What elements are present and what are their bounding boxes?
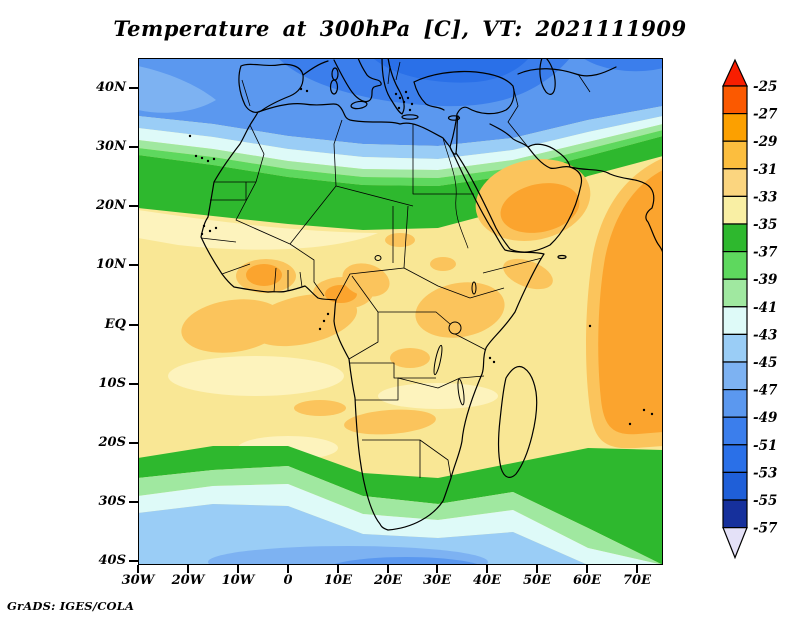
- colorbar-cell: [723, 196, 747, 224]
- colorbar-label: -51: [753, 438, 777, 454]
- y-axis-tick: [129, 324, 138, 326]
- colorbar-label: -47: [753, 383, 778, 399]
- y-axis-label: EQ: [88, 317, 126, 332]
- y-axis-tick: [129, 146, 138, 148]
- colorbar-cell: [723, 224, 747, 252]
- colorbar-cell: [723, 417, 747, 445]
- x-axis-tick: [237, 565, 239, 573]
- x-axis-label: 50E: [515, 573, 559, 588]
- colorbar-cell: [723, 445, 747, 473]
- y-axis-label: 10S: [88, 376, 126, 391]
- colorbar-cell: [723, 86, 747, 114]
- x-axis-tick: [636, 565, 638, 573]
- y-axis-tick: [129, 264, 138, 266]
- colorbar-label: -31: [753, 162, 777, 178]
- x-axis-label: 60E: [565, 573, 609, 588]
- y-axis-tick: [129, 442, 138, 444]
- temperature-field: [138, 58, 663, 565]
- x-axis-label: 10E: [316, 573, 360, 588]
- colorbar-cell: [723, 390, 747, 418]
- colorbar-label: -35: [753, 217, 777, 233]
- x-axis-tick: [187, 565, 189, 573]
- x-axis-tick: [287, 565, 289, 573]
- colorbar-label: -41: [753, 300, 777, 316]
- colorbar-cell: [723, 362, 747, 390]
- plot-title: Temperature at 300hPa [C], VT: 202111190…: [0, 16, 800, 41]
- colorbar-label: -43: [753, 327, 777, 343]
- colorbar-cell: [723, 141, 747, 169]
- colorbar-arrow-bottom: [723, 528, 747, 558]
- colorbar-cell: [723, 500, 747, 528]
- colorbar-cell: [723, 334, 747, 362]
- credit-text: GrADS: IGES/COLA: [7, 599, 134, 613]
- y-axis-label: 40S: [88, 553, 126, 568]
- y-axis-tick: [129, 501, 138, 503]
- grads-plot: Temperature at 300hPa [C], VT: 202111190…: [0, 0, 800, 618]
- x-axis-label: 20W: [166, 573, 210, 588]
- colorbar-label: -49: [753, 410, 778, 426]
- y-axis-label: 30S: [88, 494, 126, 509]
- colorbar-label: -45: [753, 355, 777, 371]
- y-axis-label: 20N: [88, 198, 126, 213]
- colorbar-label: -33: [753, 189, 777, 205]
- x-axis-tick: [436, 565, 438, 573]
- colorbar-cell: [723, 114, 747, 142]
- colorbar-label: -39: [753, 272, 778, 288]
- x-axis-tick: [337, 565, 339, 573]
- x-axis-label: 30E: [415, 573, 459, 588]
- colorbar-label: -27: [753, 107, 778, 123]
- y-axis-label: 40N: [88, 80, 126, 95]
- y-axis-label: 10N: [88, 257, 126, 272]
- colorbar-cell: [723, 279, 747, 307]
- map-canvas: [138, 58, 663, 565]
- colorbar-label: -25: [753, 79, 777, 95]
- colorbar-cell: [723, 307, 747, 335]
- colorbar-cell: [723, 169, 747, 197]
- x-axis-label: 10W: [216, 573, 260, 588]
- x-axis-label: 0: [266, 573, 310, 588]
- x-axis-label: 20E: [366, 573, 410, 588]
- colorbar-arrow-top: [723, 60, 747, 86]
- x-axis-tick: [536, 565, 538, 573]
- colorbar-cell: [723, 472, 747, 500]
- colorbar-label: -57: [753, 521, 778, 537]
- colorbar-cell: [723, 252, 747, 280]
- x-axis-label: 30W: [116, 573, 160, 588]
- y-axis-label: 20S: [88, 435, 126, 450]
- colorbar-label: -29: [753, 134, 778, 150]
- y-axis-tick: [129, 383, 138, 385]
- colorbar-label: -37: [753, 245, 778, 261]
- colorbar: -25 -27 -29 -31 -33 -35 -37 -39 -41 -43 -45 -47 -49 -…: [710, 52, 800, 592]
- y-axis-label: 30N: [88, 139, 126, 154]
- x-axis-label: 40E: [465, 573, 509, 588]
- x-axis-tick: [486, 565, 488, 573]
- y-axis-tick: [129, 205, 138, 207]
- y-axis-tick: [129, 87, 138, 89]
- map-panel: [138, 58, 663, 565]
- x-axis-tick: [387, 565, 389, 573]
- x-axis-label: 70E: [615, 573, 659, 588]
- x-axis-tick: [586, 565, 588, 573]
- x-axis-tick: [137, 565, 139, 573]
- colorbar-label: -53: [753, 465, 777, 481]
- colorbar-label: -55: [753, 493, 777, 509]
- y-axis-tick: [129, 560, 138, 562]
